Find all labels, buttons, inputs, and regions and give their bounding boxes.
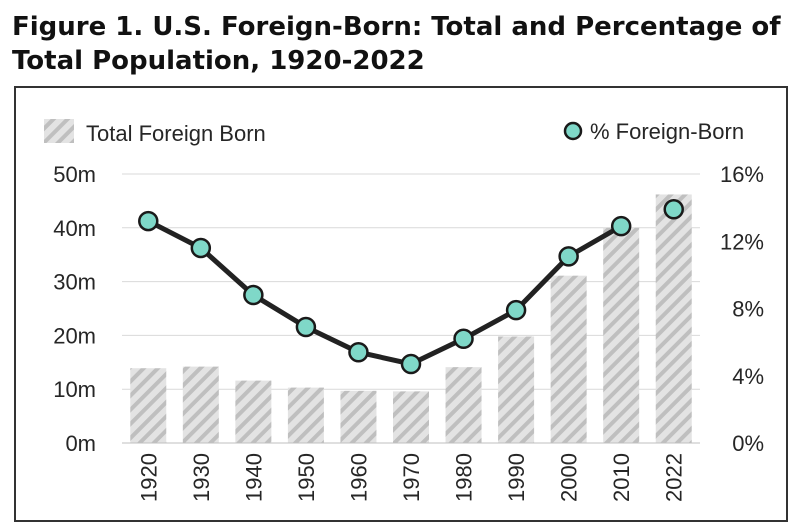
y-left-tick-label: 50m [53, 162, 96, 187]
line-point [505, 299, 527, 321]
line-point [558, 246, 579, 267]
x-tick-label: 1980 [452, 453, 477, 502]
bar [182, 366, 219, 443]
x-tick-label: 2022 [662, 453, 687, 502]
line-point [610, 215, 632, 237]
bar [340, 390, 377, 443]
bar [393, 391, 429, 443]
bar [498, 336, 535, 443]
bar [130, 368, 167, 443]
legend-marker-line [563, 121, 583, 141]
y-left-tick-label: 40m [53, 216, 96, 241]
series-line [147, 218, 623, 367]
bar [655, 194, 692, 443]
y-right-tick-label: 12% [720, 229, 764, 254]
y-right-tick-label: 0% [732, 431, 764, 456]
y-right-tick-label: 16% [720, 162, 764, 187]
chart-frame [14, 86, 788, 522]
line-point [190, 237, 212, 259]
line-point [243, 284, 264, 306]
y-left-tick-label: 20m [53, 323, 96, 348]
y-left-tick-label: 0m [65, 431, 96, 456]
y-right-tick-label: 4% [732, 364, 764, 389]
x-tick-label: 1990 [504, 453, 529, 502]
legend-swatch-bars [44, 119, 74, 143]
x-tick-label: 1960 [346, 453, 371, 502]
y-left-tick-label: 30m [53, 270, 96, 295]
line-point [400, 353, 422, 375]
legend-label-line: % Foreign-Born [590, 119, 744, 144]
x-tick-label: 1950 [294, 453, 319, 502]
x-tick-label: 1940 [241, 453, 266, 502]
x-tick-label: 2000 [557, 453, 582, 502]
line-point [453, 328, 474, 350]
bar [235, 380, 272, 443]
legend-label-bars: Total Foreign Born [86, 121, 266, 146]
y-left-tick-label: 10m [53, 377, 96, 402]
line-point [663, 199, 684, 220]
bar [603, 227, 640, 443]
bar [445, 367, 482, 443]
line-point [138, 210, 159, 232]
x-tick-label: 1930 [189, 453, 214, 502]
bar [287, 387, 324, 443]
line-point [348, 341, 369, 363]
x-tick-label: 1920 [136, 453, 161, 502]
x-tick-label: 2010 [609, 453, 634, 502]
line-point [295, 316, 317, 338]
bar [550, 275, 587, 443]
y-right-tick-label: 8% [732, 297, 764, 322]
figure-title: Figure 1. U.S. Foreign-Born: Total and P… [12, 12, 781, 76]
x-tick-label: 1970 [399, 453, 424, 502]
